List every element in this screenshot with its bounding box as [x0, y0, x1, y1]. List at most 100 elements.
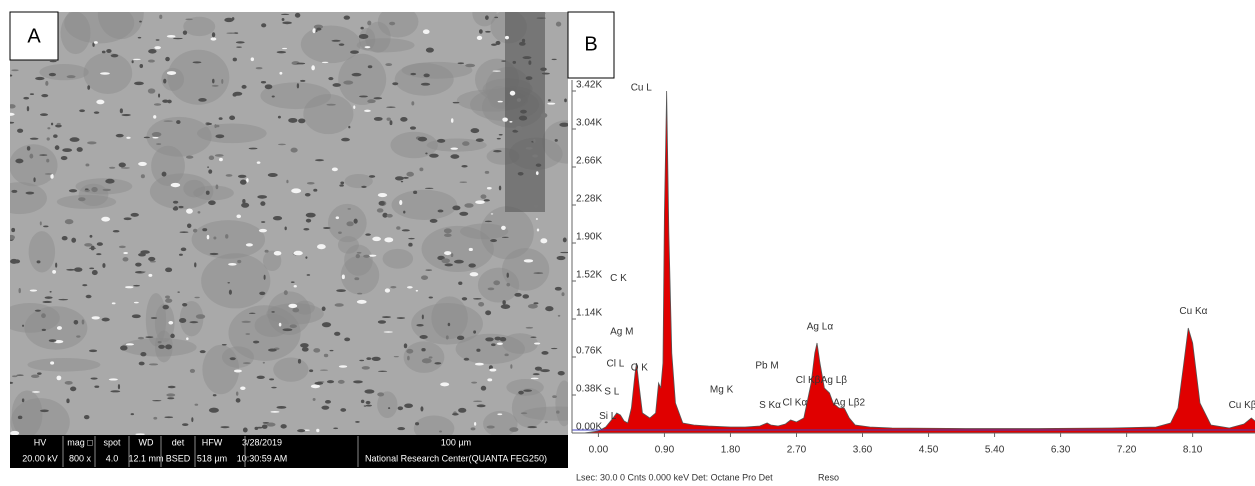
texture — [176, 120, 181, 125]
texture — [306, 274, 311, 276]
texture — [47, 127, 51, 130]
info-value: 12.1 mm — [128, 453, 163, 463]
texture — [527, 426, 538, 429]
texture — [461, 297, 468, 301]
texture — [290, 147, 298, 153]
texture — [358, 34, 369, 40]
texture — [298, 118, 306, 124]
texture — [486, 187, 492, 190]
texture — [50, 361, 55, 365]
texture — [94, 385, 100, 388]
texture — [267, 291, 311, 336]
texture — [64, 219, 74, 225]
texture — [338, 231, 342, 234]
texture — [314, 159, 325, 162]
texture — [178, 205, 184, 209]
texture — [273, 357, 309, 382]
texture — [41, 94, 49, 98]
texture — [225, 234, 229, 239]
texture — [340, 181, 345, 185]
texture — [224, 17, 234, 23]
texture — [270, 411, 280, 413]
texture — [444, 251, 452, 256]
texture — [74, 267, 83, 272]
texture — [272, 215, 283, 221]
texture — [297, 429, 306, 433]
texture — [501, 236, 509, 238]
texture — [55, 262, 58, 268]
texture — [194, 262, 197, 268]
texture — [338, 53, 387, 105]
texture — [340, 255, 380, 295]
texture — [280, 424, 287, 429]
texture — [138, 161, 147, 166]
texture — [485, 15, 489, 20]
texture — [279, 71, 283, 75]
texture — [179, 231, 189, 234]
texture — [459, 211, 469, 216]
texture — [541, 351, 549, 355]
texture — [520, 412, 528, 415]
texture — [271, 95, 275, 98]
texture — [173, 206, 178, 211]
x-tick-label: 7.20 — [1117, 445, 1137, 456]
texture — [390, 286, 397, 289]
texture — [261, 23, 267, 28]
texture — [452, 205, 461, 211]
texture — [237, 259, 242, 264]
peak-label: Ag Lα — [807, 322, 834, 333]
texture — [46, 137, 50, 141]
texture — [182, 423, 189, 426]
texture — [338, 365, 348, 368]
texture — [529, 210, 535, 212]
texture — [294, 12, 301, 18]
texture — [191, 220, 266, 259]
texture — [547, 102, 556, 105]
texture — [101, 50, 106, 54]
texture — [16, 374, 24, 376]
texture — [284, 226, 287, 231]
texture — [423, 73, 430, 78]
texture — [453, 259, 464, 264]
texture — [111, 302, 116, 305]
texture — [132, 58, 141, 61]
texture — [355, 420, 360, 423]
footer: Lsec: 30.0 0 Cnts 0.000 keV Det: Octane … — [576, 472, 773, 482]
texture — [50, 173, 54, 179]
texture — [462, 141, 470, 146]
texture — [365, 404, 372, 407]
texture — [506, 272, 509, 278]
texture — [401, 229, 410, 232]
texture — [30, 374, 40, 379]
texture — [365, 233, 371, 236]
texture — [367, 65, 373, 69]
texture — [149, 260, 156, 263]
texture — [520, 109, 527, 114]
texture — [527, 304, 538, 309]
texture — [296, 62, 306, 65]
texture — [183, 179, 206, 198]
texture — [511, 387, 547, 428]
texture — [237, 174, 247, 178]
texture — [560, 251, 568, 254]
texture — [66, 398, 70, 404]
texture — [254, 313, 290, 338]
texture — [17, 415, 23, 420]
texture — [445, 335, 449, 340]
texture — [406, 348, 414, 354]
texture — [493, 150, 502, 153]
texture — [198, 98, 207, 102]
texture — [189, 368, 196, 373]
texture — [492, 70, 501, 72]
texture — [264, 84, 273, 90]
texture — [551, 58, 557, 61]
texture — [130, 212, 139, 217]
texture — [60, 155, 68, 161]
texture — [321, 306, 326, 312]
texture — [367, 99, 376, 104]
texture — [165, 267, 173, 273]
texture — [500, 304, 511, 309]
texture — [256, 161, 261, 164]
info-bar — [10, 435, 568, 468]
texture — [323, 227, 331, 230]
